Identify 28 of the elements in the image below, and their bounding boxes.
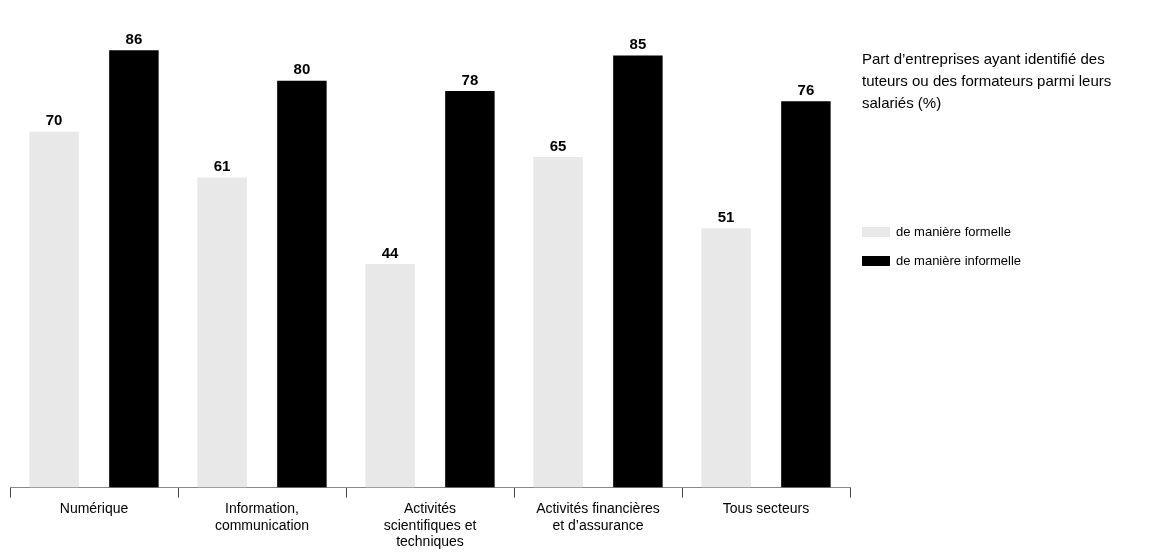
legend-label: de manière formelle <box>896 224 1011 239</box>
bar <box>613 55 663 488</box>
bar <box>445 91 495 488</box>
text: Part d’entreprises ayant identifié des tuteurs ou des formateurs parmi leurs salariés (%) <box>862 49 1112 113</box>
x-tick-label: Tous secteurs <box>722 499 810 516</box>
data-label: 80 <box>293 60 311 78</box>
data-label: 65 <box>549 136 567 154</box>
data-label: 86 <box>125 29 143 47</box>
x-tick-label: Activités financières et d’assurance <box>536 499 660 533</box>
bar <box>365 263 415 488</box>
data-label: 61 <box>213 157 231 175</box>
data-label: 70 <box>45 111 63 129</box>
bar <box>197 177 247 488</box>
bar <box>701 228 751 488</box>
data-label: 51 <box>717 207 735 225</box>
data-label: 78 <box>461 70 479 88</box>
x-tick-label: Information, communication <box>214 499 310 533</box>
x-tick-label: Numérique <box>59 499 129 516</box>
bar <box>533 157 583 488</box>
bar <box>29 131 79 488</box>
data-label: 76 <box>797 80 815 98</box>
data-label: 85 <box>629 35 647 53</box>
data-label: 44 <box>381 243 400 261</box>
bar <box>277 80 327 488</box>
legend-label: de manière informelle <box>896 253 1022 268</box>
x-tick-label: Activités scientifiques et techniques <box>383 499 477 550</box>
bar <box>781 101 831 488</box>
bar <box>109 50 159 488</box>
